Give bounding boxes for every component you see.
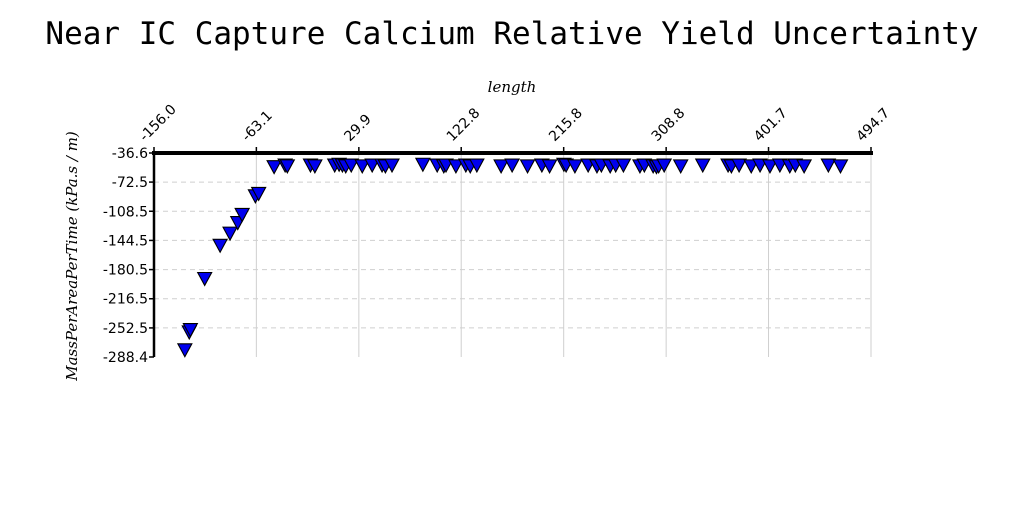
data-point xyxy=(566,159,583,174)
grid xyxy=(154,153,872,357)
data-point xyxy=(519,159,536,174)
data-point xyxy=(771,158,788,174)
x-tick-label: -156.0 xyxy=(137,102,180,145)
x-tick-label: 122.8 xyxy=(444,105,484,145)
y-tick-label: -144.5 xyxy=(103,233,148,249)
data-point xyxy=(354,159,371,174)
x-tick-label: 215.8 xyxy=(546,105,586,145)
data-point xyxy=(438,158,454,174)
y-tick-label: -36.6 xyxy=(112,146,148,162)
data-point xyxy=(306,159,323,174)
data-point xyxy=(468,158,485,174)
data-point xyxy=(266,160,283,175)
data-point xyxy=(447,159,464,174)
y-tick-label: -252.5 xyxy=(103,321,148,337)
chart-title: Near IC Capture Calcium Relative Yield U… xyxy=(45,16,978,52)
y-tick-label: -72.5 xyxy=(112,175,148,191)
y-tick-label: -108.5 xyxy=(103,204,148,220)
data-point xyxy=(694,158,711,174)
data-point xyxy=(832,159,849,174)
data-point xyxy=(364,158,381,174)
x-tick-label: 308.8 xyxy=(649,105,689,145)
data-point xyxy=(731,158,748,174)
data-point xyxy=(182,322,199,338)
x-tick-label: 494.7 xyxy=(854,105,894,145)
data-point xyxy=(762,159,778,174)
data-point xyxy=(615,158,632,174)
data-point xyxy=(176,343,193,358)
data-point xyxy=(541,159,558,174)
data-point xyxy=(196,271,213,287)
axes xyxy=(149,147,873,358)
data-point xyxy=(212,238,229,254)
data-point xyxy=(250,186,267,202)
y-tick-label: -216.5 xyxy=(103,292,148,308)
data-point xyxy=(504,158,521,174)
y-axis-label: MassPerAreaPerTime (kPa.s / m) xyxy=(63,131,81,382)
y-tick-label: -288.4 xyxy=(103,350,148,366)
data-point xyxy=(414,157,431,173)
x-axis-label: length xyxy=(488,78,537,96)
data-point xyxy=(384,158,400,174)
data-point xyxy=(493,159,510,174)
data-point xyxy=(279,159,296,174)
x-tick-label: 29.9 xyxy=(341,111,374,144)
data-point xyxy=(222,226,238,242)
data-point xyxy=(234,207,251,223)
x-tick-label: 401.7 xyxy=(751,105,791,145)
data-point xyxy=(656,158,673,174)
data-point xyxy=(343,158,360,174)
data-point xyxy=(820,158,837,174)
tick-labels: -156.0 -63.1 29.9 122.8 215.8 308.8 401.7 494.7… xyxy=(103,102,893,366)
data-point xyxy=(752,158,768,174)
x-tick-label: -63.1 xyxy=(239,108,276,145)
y-tick-label: -180.5 xyxy=(103,263,148,279)
data-point xyxy=(796,159,813,174)
data-points xyxy=(176,157,849,358)
data-point xyxy=(672,159,689,174)
